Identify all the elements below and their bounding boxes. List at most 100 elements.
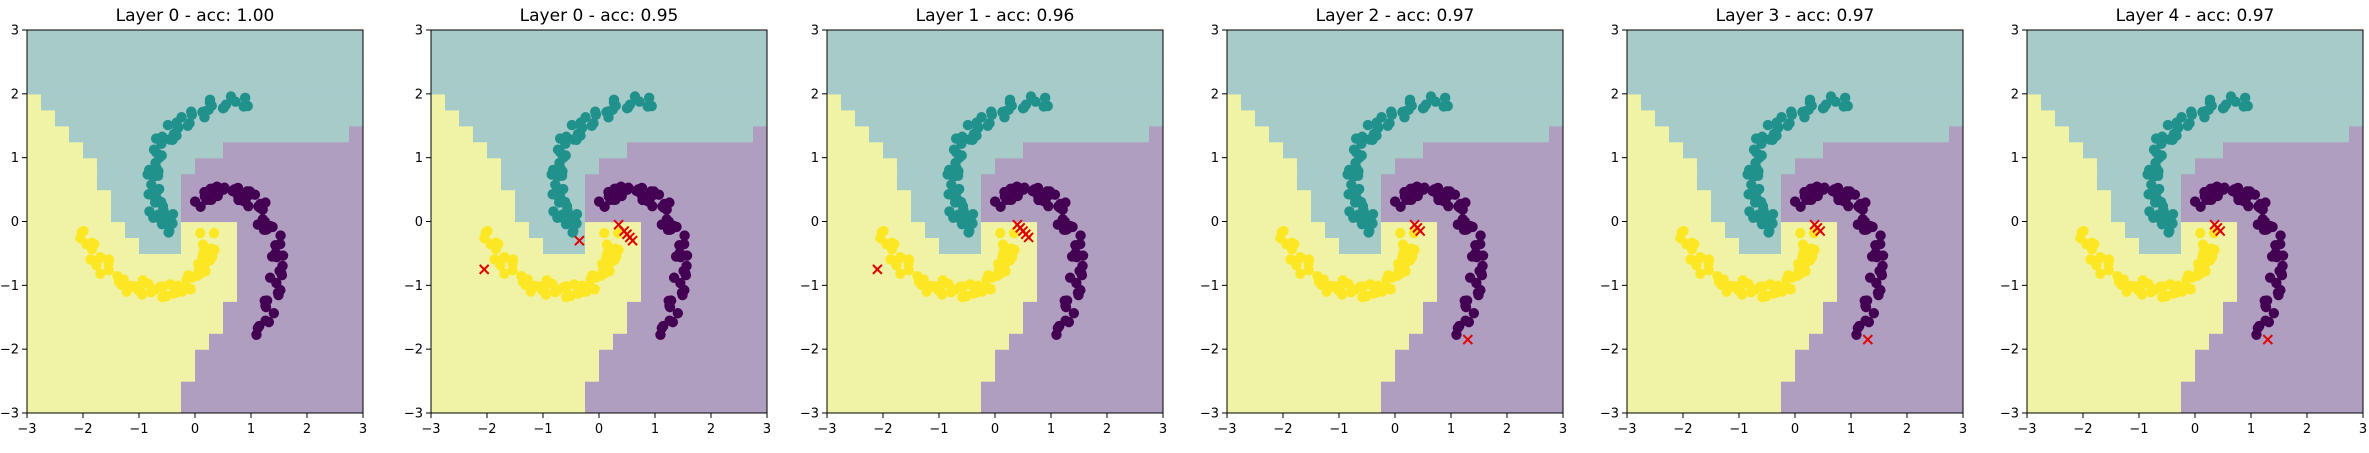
region-cell: [2279, 301, 2294, 318]
region-cell: [1283, 109, 1298, 127]
region-cell: [487, 285, 502, 302]
region-cell: [459, 253, 474, 270]
region-cell: [459, 365, 474, 382]
region-cell: [1079, 157, 1094, 175]
data-point-class2: [170, 287, 182, 299]
region-cell: [223, 317, 238, 334]
x-tick-label: 2: [707, 422, 715, 437]
region-cell: [981, 221, 996, 239]
region-cell: [1949, 189, 1963, 207]
region-cell: [1093, 301, 1108, 318]
region-cell: [1465, 349, 1480, 366]
region-cell: [1437, 61, 1452, 79]
region-cell: [125, 205, 140, 223]
region-cell: [1255, 189, 1270, 207]
region-cell: [307, 285, 322, 302]
region-cell: [1809, 125, 1824, 143]
region-cell: [293, 189, 308, 207]
region-cell: [711, 189, 726, 207]
data-point-class2: [601, 239, 613, 250]
region-cell: [279, 30, 294, 47]
region-cell: [1809, 45, 1824, 63]
error-marker: [872, 264, 883, 275]
region-cell: [445, 301, 460, 318]
region-cell: [1865, 109, 1880, 127]
region-cell: [627, 333, 642, 350]
region-cell: [1795, 61, 1810, 79]
region-cell: [669, 173, 684, 191]
region-cell: [1521, 157, 1536, 175]
region-cell: [1493, 221, 1508, 239]
region-cell: [349, 285, 363, 302]
region-cell: [925, 253, 940, 270]
region-cell: [855, 333, 870, 350]
region-cell: [1935, 301, 1950, 318]
region-cell: [1079, 349, 1094, 366]
data-point-class2: [1770, 287, 1782, 299]
data-point-class1: [590, 109, 602, 120]
region-cell: [1135, 317, 1150, 334]
region-cell: [2293, 61, 2308, 79]
data-point-class2: [1695, 252, 1706, 263]
region-cell: [445, 77, 460, 95]
region-cell: [697, 173, 712, 191]
region-cell: [349, 237, 363, 255]
region-cell: [2349, 333, 2363, 350]
region-cell: [897, 237, 912, 255]
region-cell: [2335, 349, 2350, 366]
region-cell: [1907, 333, 1922, 350]
region-cell: [2111, 253, 2126, 270]
data-point-class0: [251, 329, 262, 340]
region-cell: [69, 397, 84, 413]
region-cell: [2307, 141, 2322, 159]
region-cell: [855, 269, 870, 286]
region-cell: [855, 77, 870, 95]
region-cell: [599, 301, 614, 318]
region-cell: [2195, 349, 2210, 366]
region-cell: [1949, 205, 1963, 223]
region-cell: [2055, 109, 2070, 127]
region-cell: [897, 365, 912, 382]
region-cell: [1051, 141, 1066, 159]
region-cell: [711, 173, 726, 191]
region-cell: [321, 125, 336, 143]
region-cell: [459, 269, 474, 286]
region-cell: [237, 77, 252, 95]
data-point-class1: [176, 111, 187, 123]
region-cell: [1781, 381, 1796, 398]
region-cell: [855, 61, 870, 79]
region-cell: [2293, 93, 2308, 111]
region-cell: [2041, 221, 2056, 239]
data-point-class2: [499, 268, 510, 279]
region-cell: [613, 205, 628, 223]
region-cell: [1009, 141, 1024, 159]
region-cell: [473, 157, 488, 175]
region-cell: [2181, 141, 2196, 159]
region-cell: [739, 125, 754, 143]
region-cell: [1325, 189, 1340, 207]
region-cell: [515, 93, 530, 111]
region-cell: [1121, 30, 1136, 47]
data-point-class0: [1451, 329, 1462, 340]
data-point-class0: [195, 201, 206, 212]
region-cell: [613, 30, 628, 47]
region-cell: [1269, 269, 1284, 286]
data-point-class2: [1746, 286, 1757, 298]
region-cell: [1255, 45, 1270, 63]
region-cell: [1641, 301, 1656, 318]
region-cell: [1507, 237, 1522, 255]
x-tick-label: −1: [1329, 422, 1348, 437]
region-cell: [2181, 221, 2196, 239]
region-cell: [1065, 349, 1080, 366]
data-point-class0: [1051, 329, 1062, 340]
data-point-class2: [1285, 254, 1296, 265]
data-point-class2: [197, 239, 209, 250]
region-cell: [967, 381, 982, 398]
region-cell: [1697, 205, 1712, 223]
region-cell: [571, 253, 586, 270]
region-cell: [627, 269, 642, 286]
region-cell: [1135, 253, 1150, 270]
region-cell: [2097, 349, 2112, 366]
region-cell: [515, 381, 530, 398]
region-cell: [41, 381, 56, 398]
